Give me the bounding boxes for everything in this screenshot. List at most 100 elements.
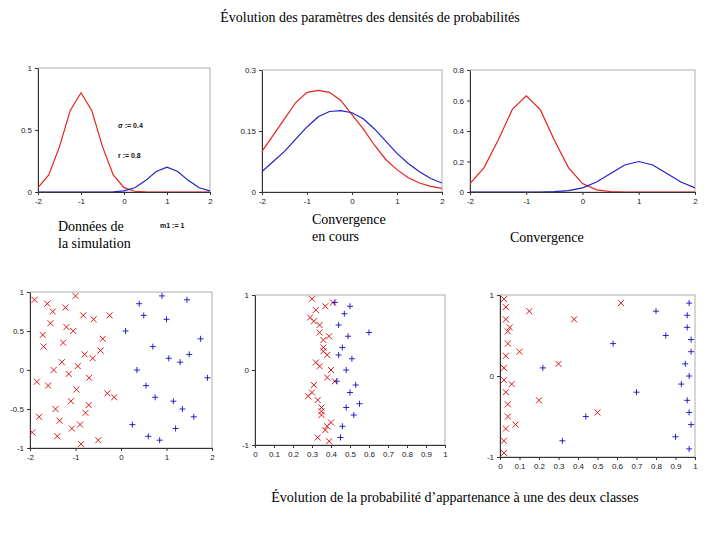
scatter-point: [505, 401, 511, 407]
scatter-point: [52, 406, 58, 412]
x-tick-mark: [121, 448, 122, 451]
scatter-point: [313, 307, 319, 313]
scatter-point: [595, 409, 601, 415]
x-tick: -2: [259, 192, 267, 206]
scatter-point: [315, 435, 321, 441]
x-tick-label: 0.3: [553, 462, 565, 471]
chart-panel: -2-101200.51: [21, 64, 213, 206]
x-tick: 0: [350, 192, 355, 206]
annotation: σ := 0.4: [118, 122, 143, 129]
scatter-point: [357, 401, 363, 407]
plot-frame: [470, 70, 695, 192]
x-tick: 2: [440, 192, 445, 206]
scatter-point: [517, 349, 523, 355]
scatter-point: [366, 330, 372, 336]
x-tick-label: 0: [498, 462, 503, 471]
x-tick: 1: [443, 445, 448, 459]
x-tick: 0.2: [288, 445, 300, 459]
panel-label-line: Convergence: [312, 212, 389, 227]
scatter-point: [322, 303, 328, 309]
scatter-point: [309, 296, 315, 302]
x-tick: -1: [304, 192, 312, 206]
y-tick-label: 1: [245, 291, 250, 300]
x-tick-label: -2: [27, 453, 35, 462]
x-tick-mark: [559, 457, 560, 460]
x-tick-label: 1: [693, 462, 698, 471]
panel-label-line: en cours: [312, 229, 359, 244]
scatter-point: [47, 320, 53, 326]
panel-label: Données de la simulation: [58, 219, 131, 251]
y-tick-label: 0: [245, 366, 250, 375]
scatter-point: [164, 316, 170, 322]
scatter-point: [51, 367, 57, 373]
scatter-point: [341, 311, 347, 317]
x-tick-label: 0.5: [345, 450, 357, 459]
scatter-point: [186, 351, 192, 357]
scatter-point: [326, 438, 332, 444]
x-tick-label: 1: [637, 197, 642, 206]
scatter-point: [678, 381, 684, 387]
y-tick: 1: [245, 291, 255, 300]
scatter-point: [353, 382, 359, 388]
scatter-point: [107, 312, 113, 318]
x-tick-label: 0.8: [402, 450, 414, 459]
x-tick-mark: [442, 192, 443, 195]
y-axis: -1 0 1: [242, 291, 256, 450]
x-tick-label: 0.1: [514, 462, 526, 471]
x-tick: 0.9: [670, 457, 682, 471]
scatter-point: [505, 341, 511, 347]
scatter-point: [68, 398, 74, 404]
y-tick-mark: [467, 162, 470, 163]
scatter-point: [41, 344, 47, 350]
y-tick-label: -1: [242, 441, 250, 450]
panel-label-line: Données de: [58, 219, 127, 234]
x-tick-mark: [639, 192, 640, 195]
scatter-point: [86, 402, 92, 408]
slide-caption: Évolution de la probabilité d’appartenan…: [271, 489, 638, 505]
scatter-point: [328, 367, 334, 373]
scatter-point: [152, 394, 158, 400]
y-tick: -1: [242, 441, 255, 450]
y-tick: 0: [252, 188, 262, 197]
y-tick: 0.4: [453, 127, 470, 136]
x-tick-label: -1: [523, 197, 531, 206]
scatter-point: [98, 348, 104, 354]
scatter-point: [73, 293, 79, 299]
y-tick: 0: [28, 188, 38, 197]
y-tick-label: 0.4: [453, 127, 465, 136]
x-tick-label: 1: [395, 197, 400, 206]
scatter-point: [583, 414, 589, 420]
y-tick-mark: [259, 70, 262, 71]
scatter-point: [311, 382, 317, 388]
x-tick-mark: [293, 445, 294, 448]
x-tick-mark: [167, 448, 168, 451]
x-tick-mark: [695, 457, 696, 460]
x-tick-mark: [350, 445, 351, 448]
scatter-point: [77, 422, 83, 428]
scatter-point: [173, 426, 179, 432]
x-tick-label: 0.7: [631, 462, 643, 471]
slide: Évolution des paramètres des densités de…: [0, 0, 720, 540]
x-tick: 1: [165, 448, 170, 462]
scatter-point: [682, 361, 688, 367]
x-tick-mark: [212, 448, 213, 451]
scatter-point: [507, 324, 513, 330]
x-tick-label: 1: [165, 197, 170, 206]
scatter-point: [141, 312, 147, 318]
density-line: [38, 93, 210, 192]
scatter-point: [503, 389, 509, 395]
x-tick: 0.4: [573, 457, 585, 471]
scatter-point: [509, 381, 515, 387]
plot-frame: [262, 70, 442, 192]
scatter-point: [338, 435, 344, 441]
x-tick-label: 0: [122, 197, 127, 206]
scatter-point: [559, 438, 565, 444]
x-tick-mark: [695, 192, 696, 195]
x-tick: 0.6: [612, 457, 624, 471]
x-tick-mark: [331, 445, 332, 448]
y-tick-mark: [497, 457, 500, 458]
scatter-point: [104, 390, 110, 396]
x-tick: -2: [467, 192, 475, 206]
x-tick: 0.3: [553, 457, 565, 471]
x-tick-mark: [397, 192, 398, 195]
